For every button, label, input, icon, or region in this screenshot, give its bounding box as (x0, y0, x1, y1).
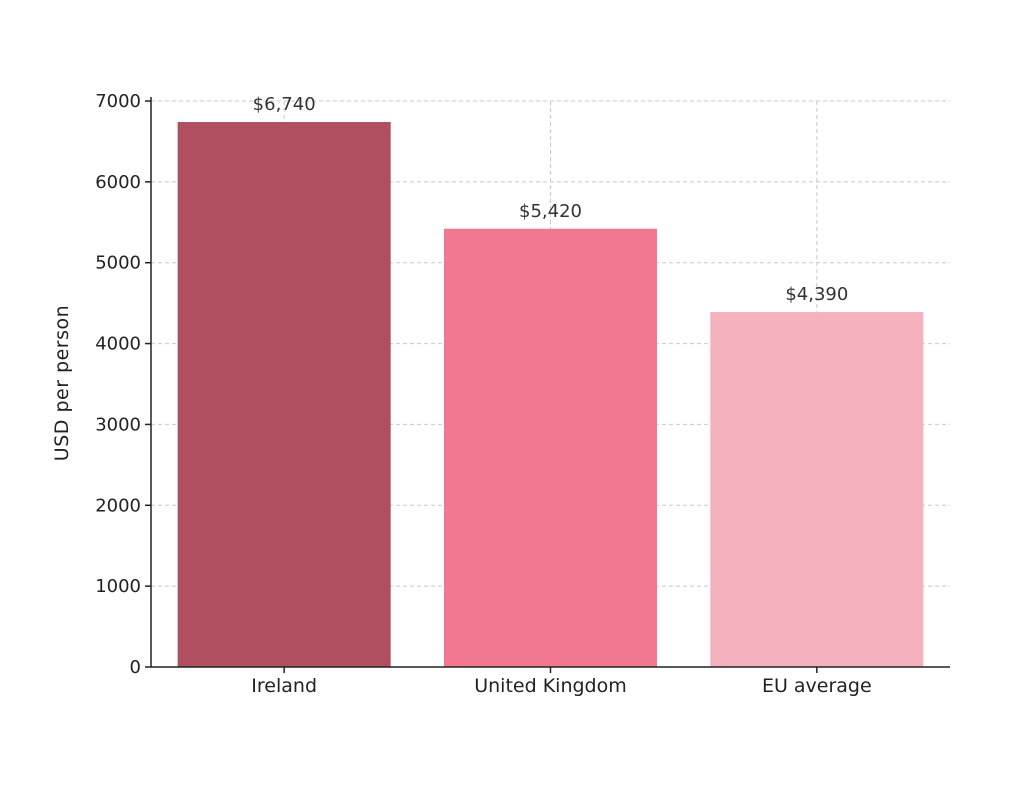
y-tick-label: 6000 (95, 172, 141, 193)
y-tick-label: 7000 (95, 91, 141, 112)
bar-value-label: $4,390 (785, 284, 848, 305)
y-tick-label: 2000 (95, 495, 141, 516)
bar (443, 228, 658, 668)
y-tick-label: 3000 (95, 414, 141, 435)
x-ticks: Ireland United Kingdom EU average (251, 667, 872, 697)
y-tick-label: 5000 (95, 253, 141, 274)
data-labels: $6,740 $5,420 $4,390 (253, 94, 849, 305)
x-tick-label: Ireland (251, 675, 317, 697)
y-tick-label: 0 (130, 657, 141, 678)
bar (710, 312, 924, 667)
bars (177, 122, 924, 668)
y-ticks: 0 1000 2000 3000 4000 5000 6000 7000 (95, 91, 151, 678)
x-tick-label: EU average (762, 675, 872, 697)
y-tick-label: 1000 (95, 576, 141, 597)
bar-value-label: $5,420 (519, 201, 582, 222)
x-tick-label: United Kingdom (474, 675, 627, 697)
bar-value-label: $6,740 (253, 94, 316, 115)
y-tick-label: 4000 (95, 334, 141, 355)
bar (177, 122, 391, 668)
y-axis-title: USD per person (51, 305, 73, 461)
